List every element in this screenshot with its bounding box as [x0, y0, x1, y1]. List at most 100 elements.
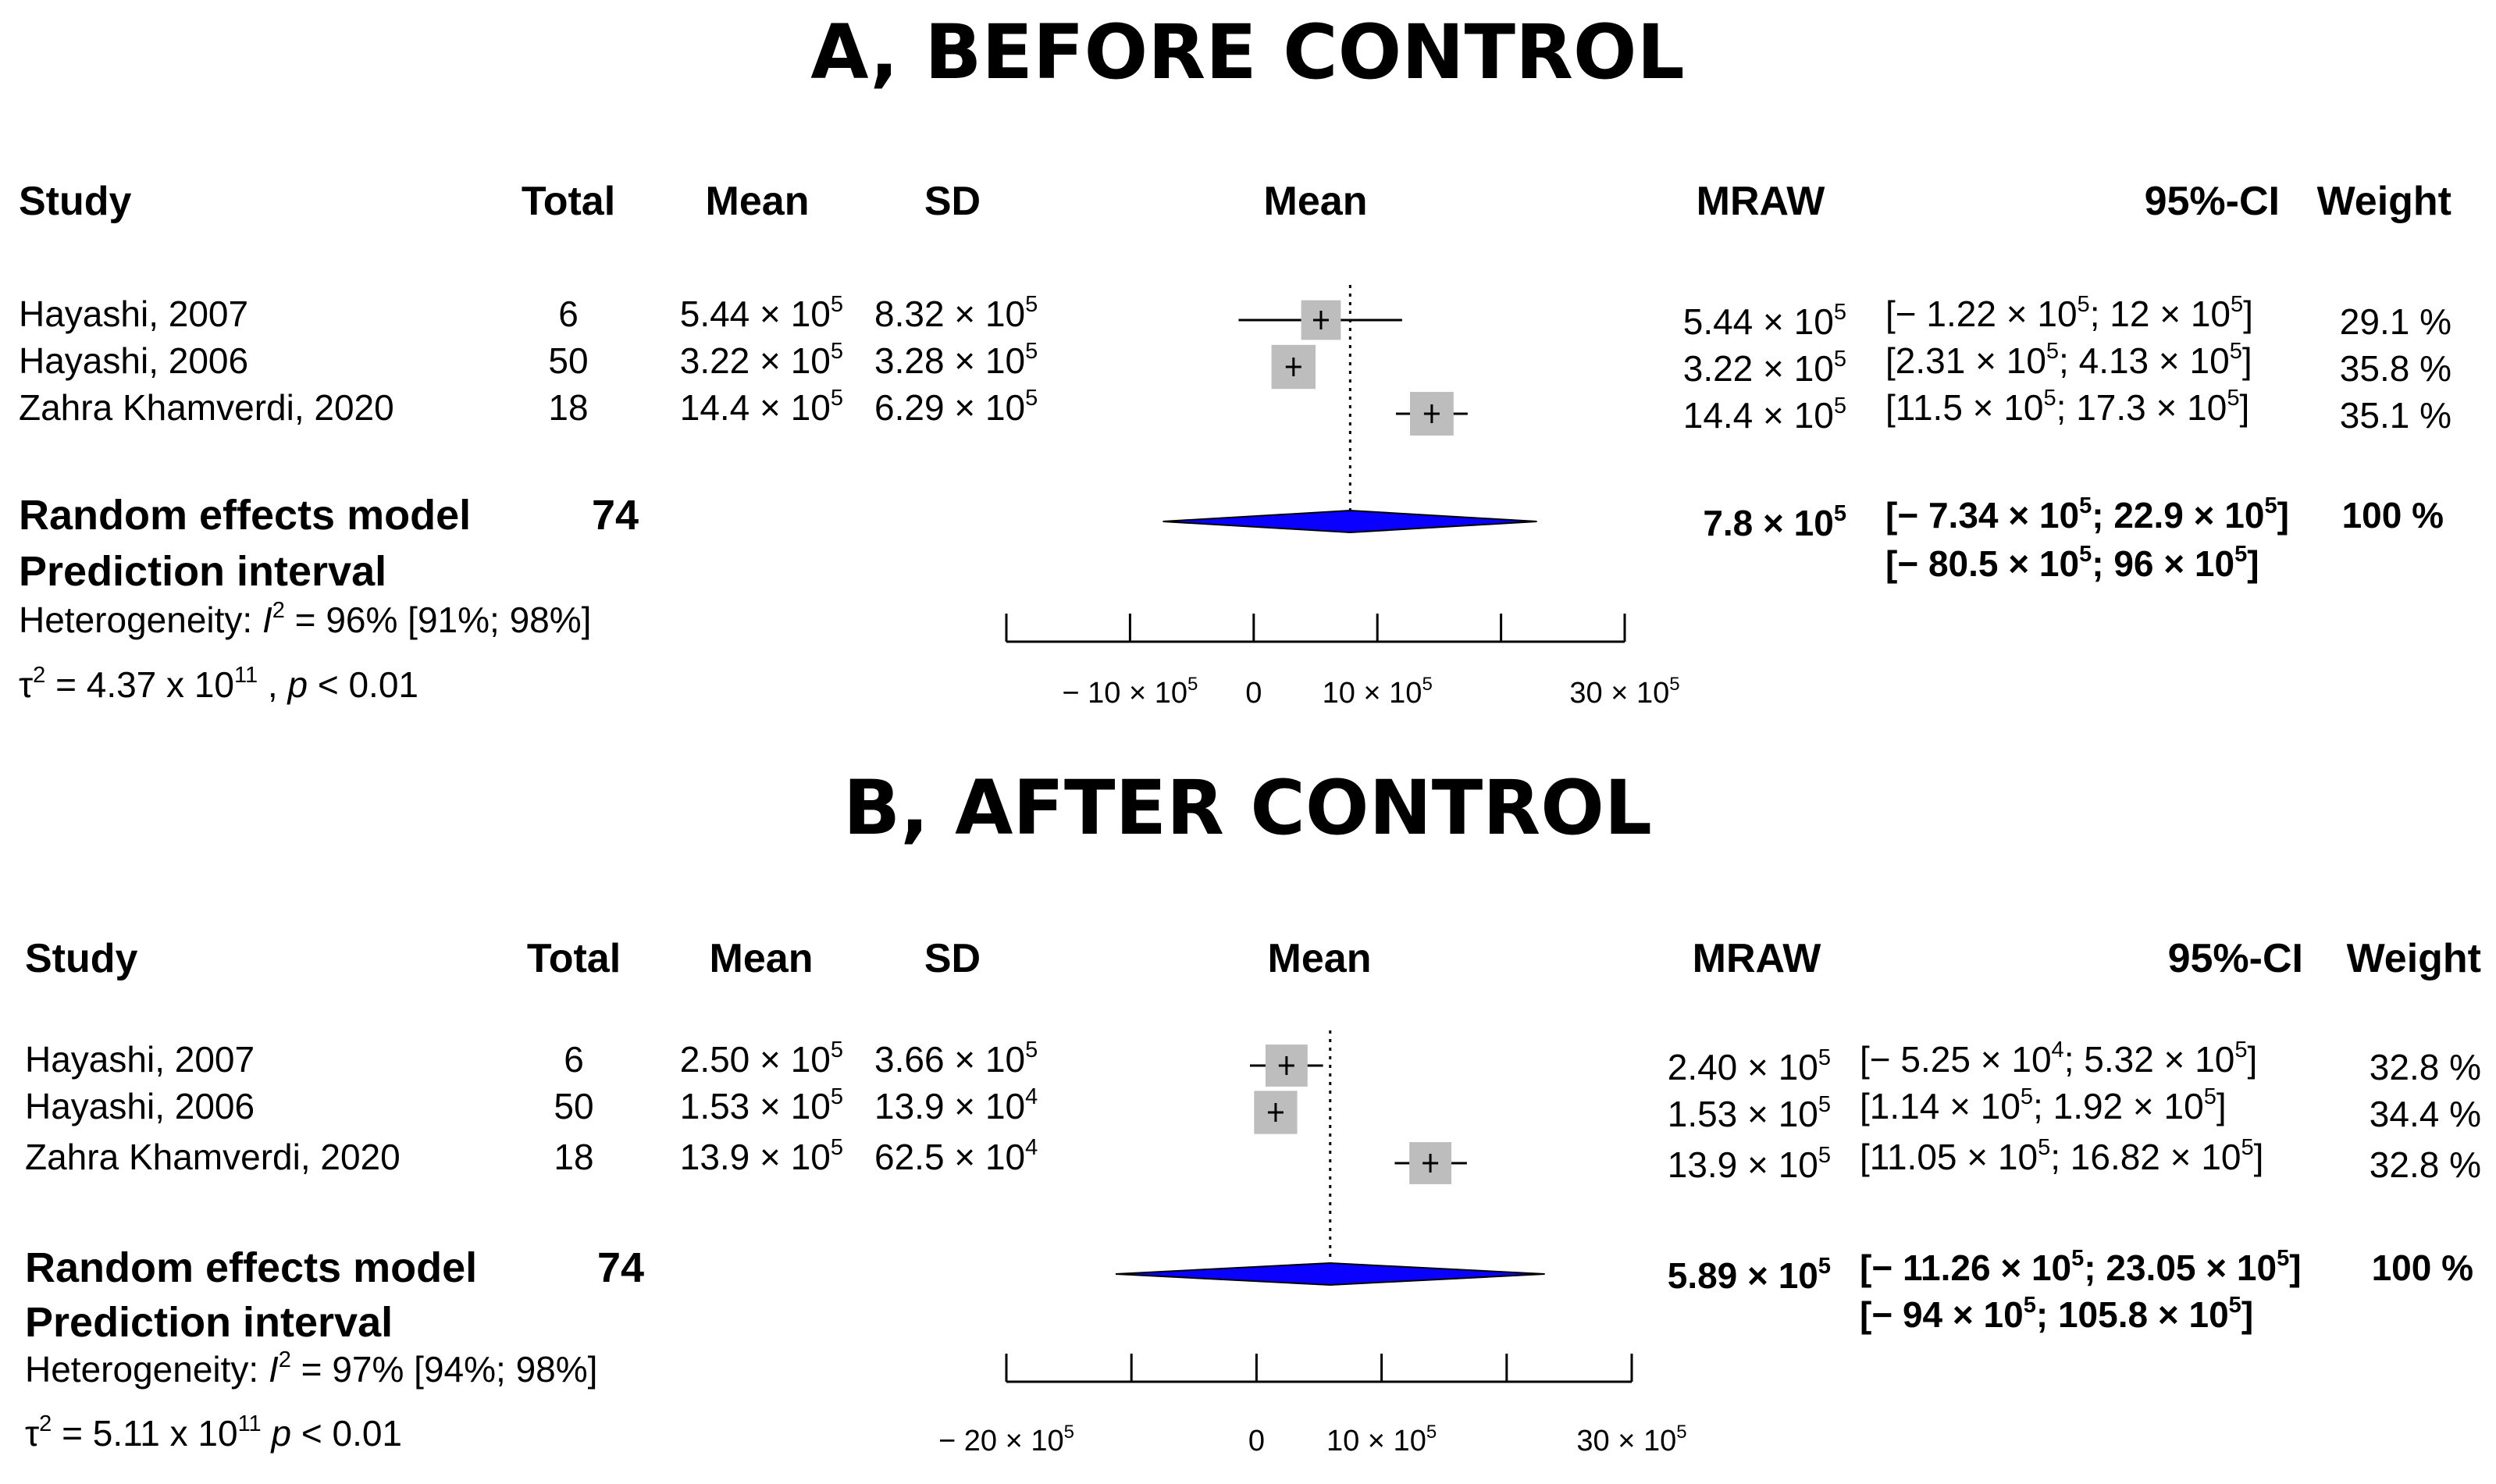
study-sd: 13.9 × 104​: [874, 1084, 1038, 1126]
summary-weight: 100 %: [2372, 1247, 2473, 1288]
x-axis-tick-label: − 10 × 105​: [1062, 674, 1198, 710]
tau-squared-stat: τ2​ = 4.37 x 1011​ , p < 0.01: [19, 663, 418, 705]
x-axis-tick-label: 10 × 105​: [1323, 674, 1433, 710]
summary-label: Random effects model: [25, 1244, 477, 1291]
study-total: 18: [554, 1137, 593, 1177]
study-95ci: [11.05 × 105​; 16.82 × 105​]: [1860, 1135, 2263, 1177]
x-axis: − 20 × 105​ 0 10 × 105​ 30 × 105​: [938, 1354, 1687, 1457]
header-mraw: MRAW: [1697, 179, 1826, 224]
study-weight: 35.1 %: [2340, 395, 2451, 436]
study-name: Hayashi, 2006: [25, 1086, 255, 1126]
study-mraw: 5.44 × 105​: [1683, 300, 1846, 342]
header-plot-mean: Mean: [1268, 936, 1372, 981]
x-axis: − 10 × 105​ 0 10 × 105​ 30 × 105​: [1005, 614, 1680, 710]
study-name: Zahra Khamverdi, 2020: [25, 1137, 401, 1177]
study-row: Zahra Khamverdi, 2020 18 13.9 × 105​ 62.5 ×…: [25, 1135, 2481, 1185]
study-mraw: 14.4 × 105​: [1683, 393, 1846, 436]
summary-total: 74: [592, 492, 639, 539]
summary-95ci: [− 7.34 × 105​; 22.9 × 105​]: [1885, 493, 2289, 536]
study-sd: 3.66 × 105​: [874, 1037, 1038, 1080]
study-95ci: [2.31 × 105​; 4.13 × 105​]: [1885, 339, 2252, 381]
header-95ci: 95%-CI: [2145, 179, 2280, 224]
x-axis-tick-label: 0: [1245, 677, 1262, 710]
study-name: Hayashi, 2007: [25, 1039, 255, 1080]
header-plot-mean: Mean: [1264, 179, 1368, 224]
study-row: Hayashi, 2007 6 5.44 × 105​ 8.32 × 105​ 5.44…: [19, 292, 2451, 342]
panel-before-control: A, BEFORE CONTROL Study Total Mean SD Mean MRA…: [19, 9, 2451, 710]
header-sd: SD: [924, 936, 981, 981]
x-axis-tick-label: 30 × 105​: [1576, 1422, 1686, 1457]
study-total: 50: [554, 1086, 593, 1126]
heterogeneity-stat: Heterogeneity: I2​ = 96% [91%; 98%]: [19, 598, 591, 640]
study-weight: 32.8 %: [2370, 1047, 2481, 1087]
summary-mraw: 7.8 × 105​: [1703, 501, 1846, 543]
study-mraw: 3.22 × 105​: [1683, 347, 1846, 389]
x-axis-tick-label: 0: [1248, 1425, 1265, 1457]
study-mean: 1.53 × 105​: [680, 1084, 843, 1126]
header-total: Total: [522, 179, 615, 224]
summary-row: Random effects model 74 5.89 × 105​ [− 11.2…: [25, 1244, 2473, 1296]
study-95ci: [− 1.22 × 105​; 12 × 105​]: [1885, 292, 2253, 334]
study-row: Hayashi, 2006 50 3.22 × 105​ 3.28 × 105​ 3.2…: [19, 339, 2451, 390]
study-sd: 6.29 × 105​: [874, 386, 1038, 428]
header-95ci: 95%-CI: [2168, 936, 2303, 981]
study-mraw: 2.40 × 105​: [1668, 1045, 1831, 1087]
study-mean: 3.22 × 105​: [680, 339, 843, 381]
summary-row: Random effects model 74 7.8 × 105​ [− 7.34 …: [19, 492, 2444, 543]
prediction-95ci: [− 80.5 × 105​; 96 × 105​]: [1885, 542, 2259, 584]
x-axis-tick-label: 10 × 105​: [1326, 1422, 1437, 1457]
study-total: 6: [564, 1039, 584, 1080]
study-name: Zahra Khamverdi, 2020: [19, 387, 394, 428]
summary-mraw: 5.89 × 105​: [1668, 1254, 1831, 1296]
panel-title: A, BEFORE CONTROL: [810, 9, 1684, 96]
summary-label: Random effects model: [19, 492, 471, 539]
panel-title: B, AFTER CONTROL: [843, 764, 1652, 852]
prediction-95ci: [− 94 × 105​; 105.8 × 105​]: [1860, 1293, 2253, 1335]
study-weight: 32.8 %: [2370, 1144, 2481, 1185]
study-row: Hayashi, 2007 6 2.50 × 105​ 3.66 × 105​ 2.40…: [25, 1037, 2481, 1087]
study-total: 18: [548, 387, 588, 428]
study-sd: 62.5 × 104​: [874, 1135, 1038, 1177]
header-total: Total: [527, 936, 621, 981]
study-name: Hayashi, 2007: [19, 294, 248, 334]
study-name: Hayashi, 2006: [19, 340, 248, 381]
study-total: 50: [548, 340, 588, 381]
study-weight: 34.4 %: [2370, 1094, 2481, 1134]
header-mraw: MRAW: [1693, 936, 1822, 981]
study-95ci: [11.5 × 105​; 17.3 × 105​]: [1885, 386, 2249, 428]
summary-diamond: [1115, 1262, 1545, 1286]
header-mean: Mean: [706, 179, 810, 224]
panel-after-control: B, AFTER CONTROL Study Total Mean SD Mean MRAW…: [25, 764, 2481, 1457]
study-mraw: 13.9 × 105​: [1668, 1143, 1831, 1185]
header-weight: Weight: [2347, 936, 2481, 981]
study-row: Hayashi, 2006 50 1.53 × 105​ 13.9 × 104​ 1.5…: [25, 1084, 2481, 1134]
study-sd: 8.32 × 105​: [874, 292, 1038, 334]
tau-squared-stat: τ2​ = 5.11 x 1011​ p < 0.01: [25, 1411, 402, 1454]
header-sd: SD: [924, 179, 981, 224]
header-study: Study: [25, 936, 138, 981]
study-mean: 13.9 × 105​: [680, 1135, 843, 1177]
study-mean: 2.50 × 105​: [680, 1037, 843, 1080]
study-weight: 35.8 %: [2340, 348, 2451, 389]
study-weight: 29.1 %: [2340, 301, 2451, 342]
header-study: Study: [19, 179, 132, 224]
header-weight: Weight: [2317, 179, 2451, 224]
study-total: 6: [558, 294, 579, 334]
prediction-label: Prediction interval: [25, 1299, 393, 1346]
summary-diamond: [1163, 509, 1537, 534]
study-95ci: [1.14 × 105​; 1.92 × 105​]: [1860, 1084, 2227, 1126]
study-mean: 5.44 × 105​: [680, 292, 843, 334]
summary-total: 74: [597, 1244, 644, 1291]
x-axis-tick-label: 30 × 105​: [1569, 674, 1679, 710]
prediction-label: Prediction interval: [19, 548, 386, 595]
study-mean: 14.4 × 105​: [680, 386, 843, 428]
header-mean: Mean: [710, 936, 814, 981]
x-axis-tick-label: − 20 × 105​: [938, 1422, 1074, 1457]
summary-weight: 100 %: [2342, 495, 2444, 536]
study-95ci: [− 5.25 × 104​; 5.32 × 105​]: [1860, 1037, 2257, 1080]
study-row: Zahra Khamverdi, 2020 18 14.4 × 105​ 6.29 ×…: [19, 386, 2451, 436]
summary-95ci: [− 11.26 × 105​; 23.05 × 105​]: [1860, 1246, 2302, 1288]
study-sd: 3.28 × 105​: [874, 339, 1038, 381]
heterogeneity-stat: Heterogeneity: I2​ = 97% [94%; 98%]: [25, 1347, 597, 1390]
